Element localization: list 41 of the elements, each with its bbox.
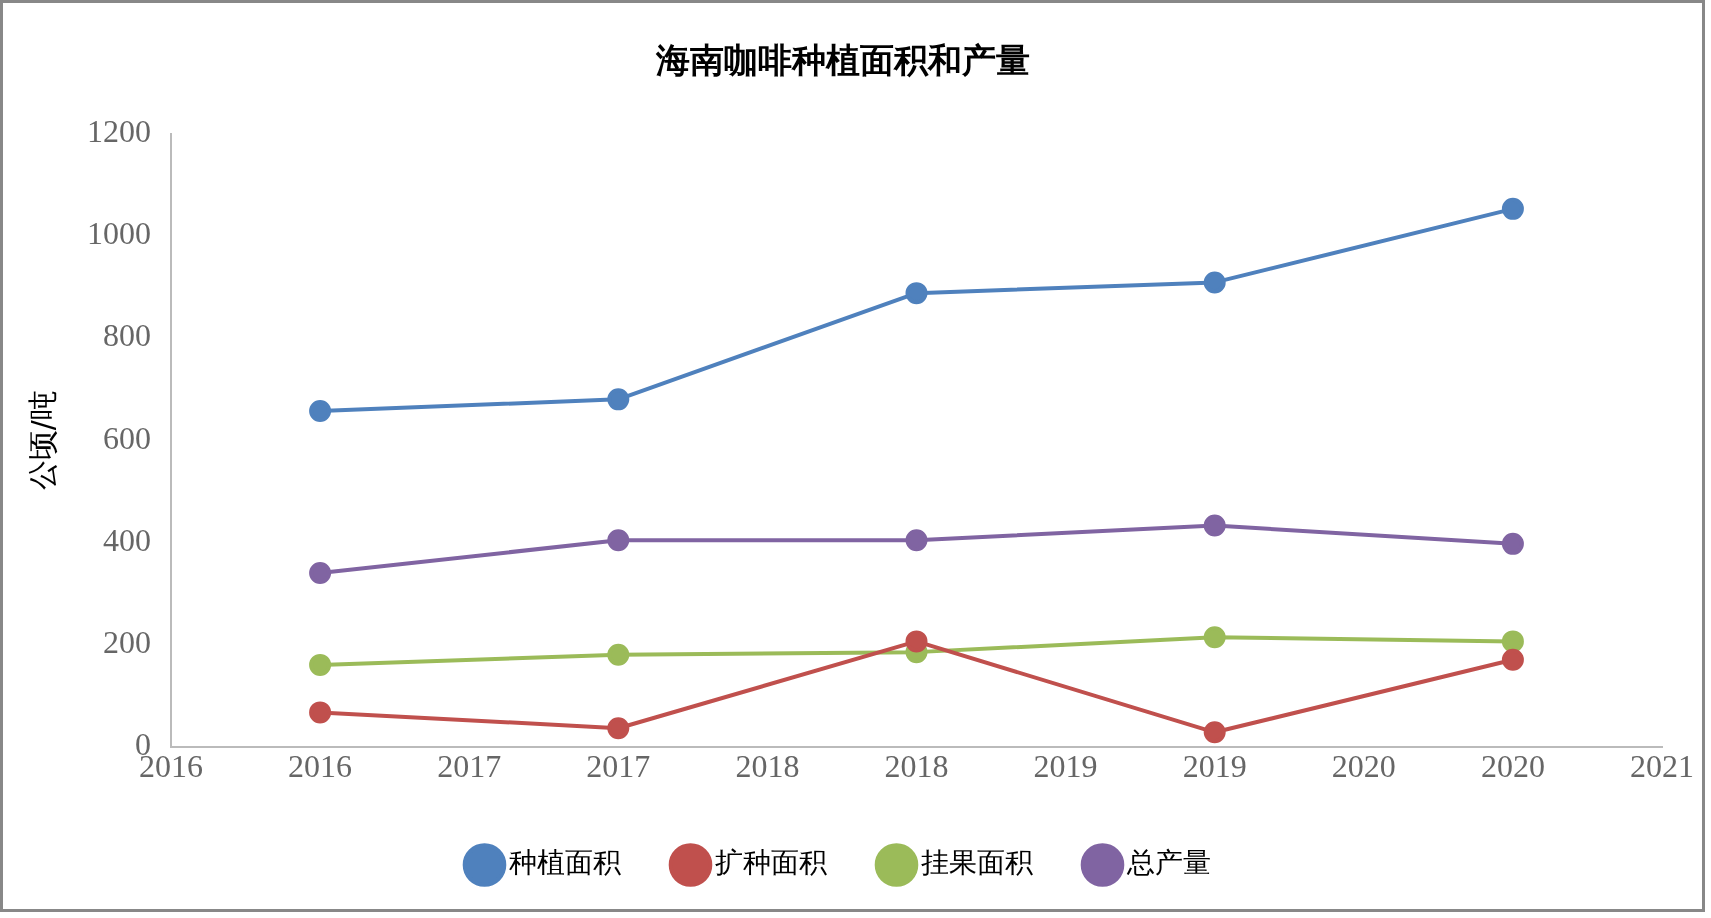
point: [905, 282, 928, 305]
x-tick-label: 2019: [1033, 748, 1098, 785]
legend-label: 扩种面积: [714, 846, 827, 880]
point: [1203, 514, 1226, 537]
y-tick-label: 400: [103, 521, 151, 558]
point: [607, 643, 630, 666]
y-tick-label: 1000: [87, 215, 151, 252]
y-tick-label: 200: [103, 623, 151, 660]
point: [1203, 626, 1226, 649]
point: [607, 717, 630, 740]
point: [1501, 630, 1524, 653]
x-tick-label: 2016: [288, 748, 353, 785]
point: [607, 388, 630, 411]
x-tick-label: 2018: [884, 748, 949, 785]
legend-label: 总产量: [1125, 846, 1211, 880]
y-tick-label: 800: [103, 317, 151, 354]
x-tick-label: 2021: [1630, 748, 1694, 785]
point: [309, 701, 332, 724]
x-tick-label: 2020: [1480, 748, 1545, 785]
point: [905, 630, 928, 653]
x-tick-label: 2017: [586, 748, 651, 785]
point: [607, 529, 630, 552]
point: [309, 561, 332, 584]
y-axis-title: 公顷/吨: [24, 390, 60, 491]
y-tick-label: 1200: [87, 113, 151, 150]
point: [1203, 271, 1226, 294]
point: [905, 529, 928, 552]
legend-label: 挂果面积: [920, 846, 1033, 880]
point: [1501, 197, 1524, 220]
x-tick-label: 2020: [1331, 748, 1396, 785]
point: [309, 400, 332, 423]
point: [1501, 532, 1524, 555]
x-tick-label: 2018: [735, 748, 800, 785]
legend-label: 种植面积: [508, 846, 621, 880]
y-tick-label: 600: [103, 419, 151, 456]
chart-title: 海南咖啡种植面积和产量: [654, 40, 1030, 81]
point: [1501, 648, 1524, 671]
point: [1203, 721, 1226, 744]
point: [309, 653, 332, 676]
x-tick-label: 2019: [1182, 748, 1247, 785]
x-tick-label: 2017: [437, 748, 502, 785]
